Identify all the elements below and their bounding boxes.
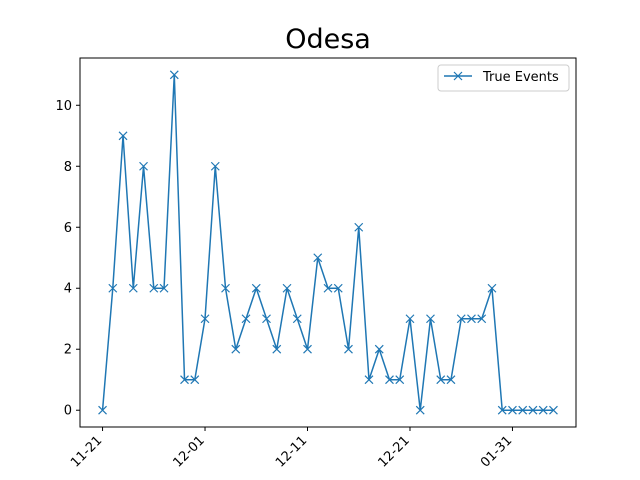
x-tick-label: 11-21	[68, 433, 105, 470]
x-tick-label: 12-11	[273, 433, 310, 470]
data-point	[415, 405, 425, 415]
data-point	[272, 344, 282, 354]
y-tick-label: 2	[64, 343, 72, 358]
x-tick-label: 01-31	[478, 433, 515, 470]
data-point	[405, 314, 415, 324]
legend: True Events	[437, 64, 570, 92]
data-point	[241, 314, 251, 324]
data-point	[395, 375, 405, 385]
data-point	[487, 283, 497, 293]
y-tick-label: 4	[64, 282, 72, 297]
data-point	[128, 283, 138, 293]
data-point	[518, 405, 528, 415]
series-line	[101, 74, 554, 411]
data-point	[436, 375, 446, 385]
data-point	[118, 131, 128, 141]
x-tick-label: 12-01	[171, 433, 208, 470]
data-point	[108, 283, 118, 293]
data-point	[467, 314, 476, 324]
legend-marker-x-icon	[453, 71, 463, 81]
data-point	[456, 314, 466, 324]
y-tick-label: 6	[64, 221, 72, 236]
y-tick-label: 0	[64, 404, 72, 419]
plot-frame	[79, 57, 577, 428]
data-point	[200, 314, 210, 324]
data-point	[159, 283, 169, 293]
data-point	[323, 283, 333, 293]
x-tick-label: 12-21	[375, 433, 412, 470]
data-point	[538, 405, 548, 415]
data-point	[262, 314, 271, 324]
data-point	[221, 283, 230, 293]
data-point	[528, 405, 538, 415]
data-point	[169, 70, 179, 80]
data-point	[374, 344, 384, 354]
legend-label: True Events	[482, 70, 559, 85]
data-point	[231, 344, 241, 354]
y-tick-label: 8	[64, 160, 72, 175]
data-point	[292, 314, 302, 324]
data-point	[385, 375, 394, 385]
data-point	[303, 344, 312, 354]
data-point	[210, 161, 220, 171]
data-point	[549, 405, 558, 415]
data-point	[426, 314, 435, 324]
data-point	[149, 283, 159, 293]
data-point	[190, 375, 200, 385]
data-point	[446, 375, 456, 385]
data-point	[477, 314, 487, 324]
y-tick-label: 10	[55, 99, 72, 114]
data-point	[180, 375, 189, 385]
data-point	[313, 253, 323, 263]
data-point	[364, 375, 374, 385]
data-point	[508, 405, 517, 415]
data-point	[354, 222, 364, 232]
chart-title: Odesa	[285, 24, 371, 55]
plot-area: 0 2 4 6 8 10 11-21 12-01 12-11 12-21 01-31	[55, 70, 558, 471]
data-point	[497, 405, 507, 415]
legend-box	[437, 64, 570, 92]
data-point	[282, 283, 292, 293]
data-point	[333, 283, 343, 293]
data-point	[98, 405, 107, 415]
data-point	[344, 344, 353, 354]
data-point	[139, 161, 148, 171]
data-point	[251, 283, 261, 293]
